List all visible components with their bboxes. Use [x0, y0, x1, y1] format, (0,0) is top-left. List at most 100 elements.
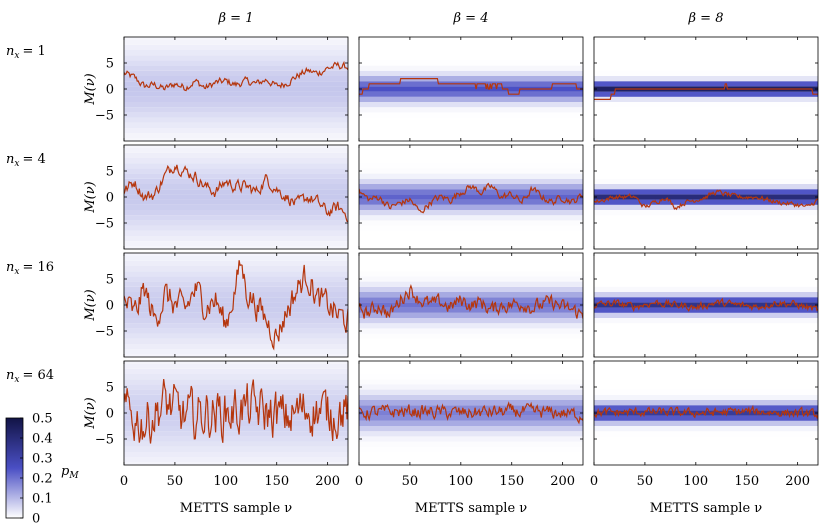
band-m-9: [124, 363, 348, 369]
band-m--2: [359, 204, 583, 210]
band-m--8: [594, 452, 818, 458]
band-m--7: [124, 230, 348, 236]
band-m-8: [124, 152, 348, 158]
band-m-10: [359, 37, 583, 40]
band-m-3: [359, 70, 583, 76]
band-m-8: [594, 44, 818, 50]
y-tick-label: 5: [106, 57, 114, 72]
band-m-6: [359, 271, 583, 277]
band-m--2: [359, 96, 583, 102]
band-m-2: [359, 292, 583, 298]
band-m-1: [594, 405, 818, 411]
band-m-6: [124, 379, 348, 385]
panel-r1-c2: [358, 36, 584, 142]
band-m--5: [124, 112, 348, 118]
band-m--4: [594, 431, 818, 437]
band-m-4: [124, 65, 348, 71]
band-m-3: [124, 178, 348, 184]
band-m--7: [124, 122, 348, 128]
probability-bands: [359, 145, 583, 249]
band-m--7: [594, 446, 818, 452]
band-m--10: [594, 138, 818, 141]
band-m--2: [594, 96, 818, 102]
band-m--5: [124, 220, 348, 226]
band-m--8: [594, 236, 818, 242]
band-m--4: [359, 107, 583, 113]
band-m--2: [594, 204, 818, 210]
band-m-10: [359, 361, 583, 364]
band-m--9: [594, 133, 818, 139]
band-m--8: [359, 344, 583, 350]
colorbar-label: pM: [61, 464, 79, 481]
band-m-1: [359, 297, 583, 303]
band-m--1: [124, 307, 348, 313]
x-tick-label: 200: [785, 474, 810, 489]
band-m--7: [359, 122, 583, 128]
band-m--9: [124, 349, 348, 355]
band-m--7: [594, 122, 818, 128]
x-tick-label: 100: [683, 474, 708, 489]
band-m--4: [594, 323, 818, 329]
band-m-8: [359, 44, 583, 50]
band-m--9: [359, 241, 583, 247]
band-m--5: [359, 220, 583, 226]
band-m-3: [594, 394, 818, 400]
band-m--10: [124, 462, 348, 465]
panel-r2-c2: [358, 144, 584, 250]
band-m--4: [594, 107, 818, 113]
band-m-10: [124, 253, 348, 256]
y-axis-label: M(ν): [83, 397, 98, 429]
band-m-8: [359, 260, 583, 266]
band-m--8: [124, 344, 348, 350]
band-m-2: [594, 76, 818, 82]
band-m--4: [124, 215, 348, 221]
band-m-5: [594, 276, 818, 282]
band-m-8: [124, 44, 348, 50]
band-m--9: [359, 457, 583, 463]
series-line-r2-c3: [594, 189, 818, 211]
band-m-3: [594, 178, 818, 184]
x-tick-label: 150: [499, 474, 524, 489]
band-m--3: [594, 318, 818, 324]
band-m--5: [359, 436, 583, 442]
series-line-r1-c2: [359, 78, 583, 95]
band-m-5: [124, 384, 348, 390]
band-m-6: [594, 379, 818, 385]
band-m--1: [594, 415, 818, 421]
band-m--6: [594, 117, 818, 123]
series-line-r4-c2: [359, 401, 583, 425]
series-line-r1-c3: [594, 83, 818, 100]
band-m--10: [124, 138, 348, 141]
y-tick-label: 5: [106, 273, 114, 288]
probability-bands: [124, 37, 348, 141]
band-m--3: [594, 102, 818, 108]
series-line-r3-c1: [124, 260, 348, 351]
x-tick-label: 150: [734, 474, 759, 489]
y-tick-label: −5: [95, 109, 114, 124]
band-m-7: [594, 374, 818, 380]
band-m-5: [359, 384, 583, 390]
band-m-10: [594, 253, 818, 256]
series-line-r2-c1: [124, 164, 348, 223]
band-m--3: [359, 210, 583, 216]
x-tick-label: 0: [590, 474, 598, 489]
band-m-6: [359, 163, 583, 169]
x-tick-label: 200: [315, 474, 340, 489]
band-m--4: [594, 215, 818, 221]
band-m--7: [124, 338, 348, 344]
band-m--1: [359, 307, 583, 313]
band-m-2: [594, 400, 818, 406]
colorbar-tick-label: 0.4: [32, 432, 53, 447]
series-line-r3-c3: [594, 297, 818, 313]
band-m-0: [359, 86, 583, 92]
band-m--9: [124, 241, 348, 247]
band-m--1: [124, 91, 348, 97]
band-m-7: [124, 266, 348, 272]
band-m-7: [359, 50, 583, 56]
y-axis-label: M(ν): [83, 181, 98, 213]
band-m--6: [359, 333, 583, 339]
band-m-9: [359, 147, 583, 153]
colorbar-tick-label: 0.2: [32, 472, 53, 487]
row-label-nx-1: nx = 1: [6, 44, 46, 61]
